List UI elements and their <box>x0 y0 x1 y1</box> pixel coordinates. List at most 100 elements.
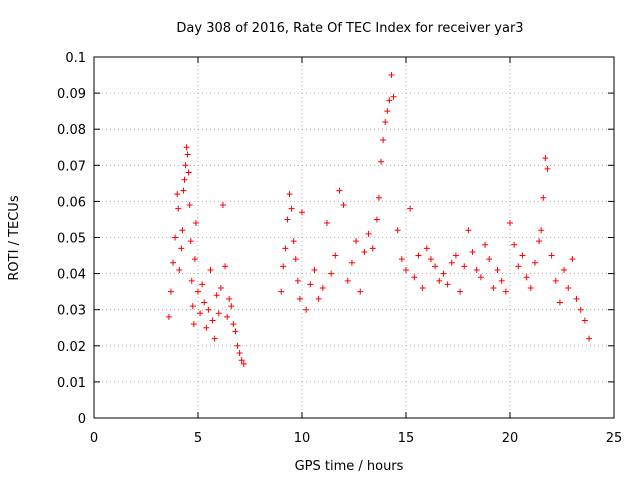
data-point <box>494 266 501 273</box>
data-point <box>209 317 216 324</box>
x-tick-label: 15 <box>398 431 415 446</box>
data-point <box>536 238 543 245</box>
y-tick-label: 0.1 <box>65 51 86 66</box>
data-points <box>165 72 593 367</box>
data-point <box>542 155 549 162</box>
data-point <box>192 220 199 227</box>
data-point <box>303 306 310 313</box>
x-tick-label: 0 <box>90 431 98 446</box>
data-point <box>544 165 551 172</box>
data-point <box>515 263 522 270</box>
y-axis-label: ROTI / TECUs <box>7 195 22 280</box>
data-point <box>292 256 299 263</box>
data-point <box>197 310 204 317</box>
data-point <box>482 241 489 248</box>
grid-lines <box>94 57 614 418</box>
data-point <box>188 277 195 284</box>
y-tick-label: 0 <box>78 412 86 427</box>
data-point <box>556 299 563 306</box>
data-point <box>457 288 464 295</box>
x-tick-label: 5 <box>194 431 202 446</box>
data-point <box>234 342 241 349</box>
data-point <box>340 202 347 209</box>
data-point <box>531 259 538 266</box>
data-point <box>205 306 212 313</box>
x-tick-label: 25 <box>606 431 623 446</box>
data-point <box>182 162 189 169</box>
data-point <box>294 277 301 284</box>
data-point <box>178 245 185 252</box>
data-point <box>373 216 380 223</box>
data-point <box>469 248 476 255</box>
data-point <box>378 158 385 165</box>
data-point <box>380 137 387 144</box>
data-point <box>344 277 351 284</box>
data-point <box>290 238 297 245</box>
data-point <box>179 227 186 234</box>
y-tick-label: 0.09 <box>57 87 86 102</box>
data-point <box>215 310 222 317</box>
data-point <box>586 335 593 342</box>
data-point <box>191 256 198 263</box>
data-point <box>236 350 243 357</box>
data-point <box>386 97 393 104</box>
data-point <box>548 252 555 259</box>
data-point <box>440 270 447 277</box>
data-point <box>569 256 576 263</box>
data-point <box>288 205 295 212</box>
data-point <box>282 245 289 252</box>
data-point <box>477 274 484 281</box>
y-tick-label: 0.04 <box>57 268 86 283</box>
data-point <box>175 205 182 212</box>
y-tick-label: 0.06 <box>57 195 86 210</box>
data-point <box>186 202 193 209</box>
data-point <box>222 263 229 270</box>
x-axis-label: GPS time / hours <box>295 459 404 474</box>
data-point <box>384 108 391 115</box>
data-point <box>174 191 181 198</box>
data-point <box>180 187 187 194</box>
data-point <box>284 216 291 223</box>
data-point <box>201 299 208 306</box>
data-point <box>419 285 426 292</box>
data-point <box>226 295 233 302</box>
y-tick-label: 0.02 <box>57 340 86 355</box>
data-point <box>319 285 326 292</box>
data-point <box>207 266 214 273</box>
data-point <box>278 288 285 295</box>
data-point <box>519 252 526 259</box>
data-point <box>473 266 480 273</box>
data-point <box>398 256 405 263</box>
data-point <box>486 256 493 263</box>
data-point <box>232 328 239 335</box>
data-point <box>167 288 174 295</box>
data-point <box>461 263 468 270</box>
data-point <box>336 187 343 194</box>
data-point <box>183 144 190 151</box>
data-point <box>436 277 443 284</box>
data-point <box>565 285 572 292</box>
data-point <box>219 202 226 209</box>
chart-title: Day 308 of 2016, Rate Of TEC Index for r… <box>176 21 523 36</box>
data-point <box>170 259 177 266</box>
data-point <box>444 281 451 288</box>
data-point <box>213 292 220 299</box>
data-point <box>187 238 194 245</box>
data-point <box>211 335 218 342</box>
data-point <box>328 270 335 277</box>
y-tick-label: 0.01 <box>57 376 86 391</box>
data-point <box>527 285 534 292</box>
data-point <box>348 259 355 266</box>
data-point <box>315 295 322 302</box>
data-point <box>452 252 459 259</box>
data-point <box>577 306 584 313</box>
data-point <box>432 263 439 270</box>
y-tick-label: 0.07 <box>57 159 86 174</box>
data-point <box>181 176 188 183</box>
axis-ticks: 0 0.01 0.02 0.03 0.04 0.05 0.06 0.07 0.08 0.09 0.1… <box>57 51 622 446</box>
data-point <box>311 266 318 273</box>
data-point <box>581 317 588 324</box>
data-point <box>448 259 455 266</box>
data-point <box>523 274 530 281</box>
data-point <box>172 234 179 241</box>
